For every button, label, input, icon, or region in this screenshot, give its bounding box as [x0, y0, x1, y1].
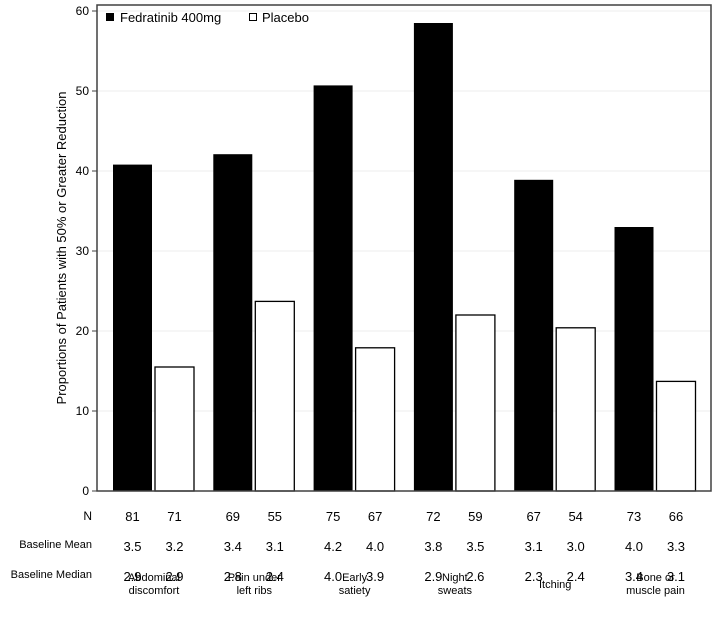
y-tick-label: 40 — [76, 164, 90, 178]
category-label: Itching — [505, 579, 605, 592]
category-label-line: Early — [342, 572, 368, 584]
placebo-N-value: 67 — [367, 509, 383, 524]
placebo-N-value: 71 — [167, 509, 182, 524]
category-label: Bone or muscle pain — [606, 572, 706, 598]
placebo-baseline-median-value: 3.1 — [666, 569, 686, 584]
y-tick-label: 60 — [76, 4, 90, 18]
placebo-baseline-median-value: 2.9 — [165, 569, 184, 584]
row-label-n: N — [83, 509, 92, 523]
category-label-line: Night — [442, 572, 468, 584]
category-label-line: Itching — [538, 579, 572, 591]
category-label: Early satiety — [305, 572, 405, 598]
bar-fedratinib — [514, 179, 554, 492]
y-axis-label: Proportions of Patients with 50% or Grea… — [54, 92, 69, 405]
bar-placebo — [154, 366, 195, 492]
bar-fedratinib — [113, 164, 152, 491]
category-label-line: Abdominal — [128, 572, 180, 584]
gridlines — [97, 10, 711, 412]
y-tick-label: 30 — [76, 244, 90, 258]
fedratinib-baseline-median-value: 4.0 — [324, 569, 343, 584]
fedratinib-baseline-median-value: 2.8 — [223, 569, 242, 584]
fedratinib-N-value: 81 — [125, 509, 140, 524]
fedratinib-N-value: 69 — [225, 509, 241, 524]
fedratinib-N-value: 75 — [325, 509, 341, 524]
bar-placebo — [655, 380, 697, 492]
fedratinib-baseline-median-value: 2.9 — [424, 569, 443, 584]
legend: Fedratinib 400mg Placebo — [106, 10, 309, 25]
placebo-N-value: 55 — [267, 509, 283, 524]
y-tick-label: 50 — [76, 84, 90, 98]
placebo-baseline-median-value: 3.9 — [366, 569, 385, 584]
bar-placebo — [455, 314, 496, 492]
fedratinib-N-value: 73 — [626, 509, 642, 524]
placebo-baseline-mean-value: 4.0 — [366, 539, 385, 554]
placebo-baseline-mean-value: 3.1 — [265, 539, 284, 554]
category-label: Pain under left ribs — [204, 572, 304, 598]
row-baseline-mean: Baseline Mean 3.5 3.2 3.4 3.1 4.2 4.0 3.8 3.5 3.… — [0, 539, 717, 557]
legend-swatch-fedratinib — [106, 13, 114, 21]
bar-fedratinib — [313, 85, 353, 492]
placebo-baseline-median-value: 2.4 — [566, 569, 585, 584]
placebo-baseline-median-value: 2.4 — [265, 569, 284, 584]
fedratinib-baseline-mean-value: 3.1 — [524, 539, 543, 554]
category-label-line: Bone or — [636, 572, 675, 584]
placebo-baseline-mean-value: 3.5 — [466, 539, 485, 554]
fedratinib-N-value: 67 — [526, 509, 541, 524]
bar-fedratinib — [413, 23, 453, 491]
placebo-N-value: 66 — [668, 509, 684, 524]
category-label-line: discomfort — [128, 585, 180, 597]
bar-fedratinib — [614, 227, 654, 491]
category-label-line: Pain under — [227, 572, 281, 584]
y-tick-label: 20 — [76, 324, 90, 338]
legend-label-fedratinib: Fedratinib 400mg — [120, 10, 221, 25]
row-label-median: Baseline Median — [10, 569, 92, 581]
placebo-N-value: 54 — [568, 509, 583, 524]
fedratinib-baseline-mean-value: 3.5 — [123, 539, 142, 554]
placebo-baseline-mean-value: 3.3 — [666, 539, 686, 554]
fedratinib-baseline-mean-value: 3.8 — [424, 539, 443, 554]
bars — [113, 23, 697, 492]
bar-fedratinib — [213, 154, 253, 491]
category-label: Abdominal discomfort — [104, 572, 204, 598]
row-label-mean: Baseline Mean — [19, 539, 92, 551]
placebo-baseline-median-value: 2.6 — [466, 569, 485, 584]
y-tick-label: 10 — [76, 404, 90, 418]
placebo-baseline-mean-value: 3.0 — [566, 539, 585, 554]
row-baseline-median: Baseline Median 2.9 2.9 2.8 2.4 4.0 3.9 2.9 2.6… — [0, 569, 717, 587]
placebo-N-value: 59 — [468, 509, 483, 524]
bar-placebo — [555, 327, 596, 492]
y-tick-label: 0 — [82, 484, 89, 498]
legend-label-placebo: Placebo — [262, 10, 309, 25]
fedratinib-baseline-median-value: 2.3 — [524, 569, 543, 584]
fedratinib-baseline-mean-value: 3.4 — [223, 539, 242, 554]
row-n: N 81 71 69 55 75 67 72 59 67 54 73 66 — [0, 509, 717, 527]
category-label-line: satiety — [338, 585, 371, 597]
category-label-line: muscle pain — [626, 585, 685, 597]
y-axis: 0 10 20 30 40 50 60 — [76, 4, 97, 498]
fedratinib-baseline-median-value: 2.9 — [123, 569, 142, 584]
category-label: Night sweats — [405, 572, 505, 598]
plot-frame — [96, 4, 712, 492]
fedratinib-N-value: 72 — [426, 509, 441, 524]
fedratinib-baseline-mean-value: 4.2 — [324, 539, 343, 554]
placebo-baseline-mean-value: 3.2 — [165, 539, 184, 554]
fedratinib-baseline-mean-value: 4.0 — [624, 539, 644, 554]
legend-swatch-placebo — [249, 13, 257, 21]
bar-placebo — [354, 347, 396, 492]
bar-placebo — [254, 300, 295, 492]
fedratinib-baseline-median-value: 3.4 — [624, 569, 644, 584]
category-label-line: left ribs — [236, 585, 273, 597]
category-label-line: sweats — [437, 585, 473, 597]
